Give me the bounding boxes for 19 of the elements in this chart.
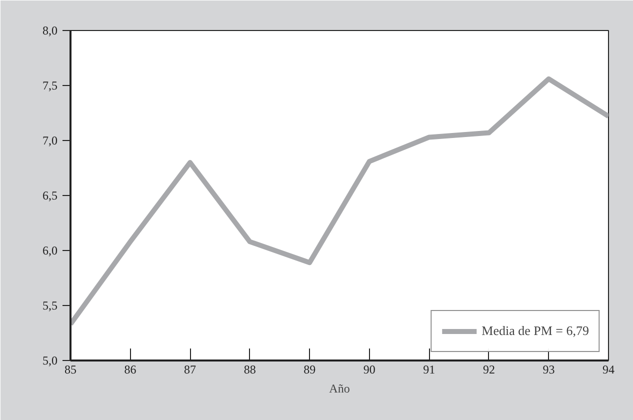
- y-tick-label: 7,0: [42, 134, 58, 148]
- y-tick-label: 6,0: [42, 244, 58, 258]
- x-tick-label: 91: [423, 362, 436, 376]
- y-tick-label: 5,5: [42, 298, 58, 312]
- x-tick-label: 90: [363, 362, 376, 376]
- x-tick-label: 93: [542, 362, 555, 376]
- y-tick-label: 6,5: [42, 188, 58, 202]
- x-axis-title: Año: [329, 382, 350, 396]
- x-tick-label: 94: [602, 362, 614, 376]
- x-tick-label: 87: [184, 362, 196, 376]
- y-tick-label: 8,0: [42, 24, 58, 38]
- x-tick-label: 85: [64, 362, 76, 376]
- y-tick-label: 7,5: [42, 78, 58, 92]
- legend-label: Media de PM = 6,79: [482, 323, 589, 339]
- x-tick-label: 86: [124, 362, 136, 376]
- x-tick-label: 89: [304, 362, 316, 376]
- y-tick-label: 5,0: [42, 354, 58, 368]
- x-tick-label: 88: [244, 362, 256, 376]
- x-tick-label: 92: [482, 362, 495, 376]
